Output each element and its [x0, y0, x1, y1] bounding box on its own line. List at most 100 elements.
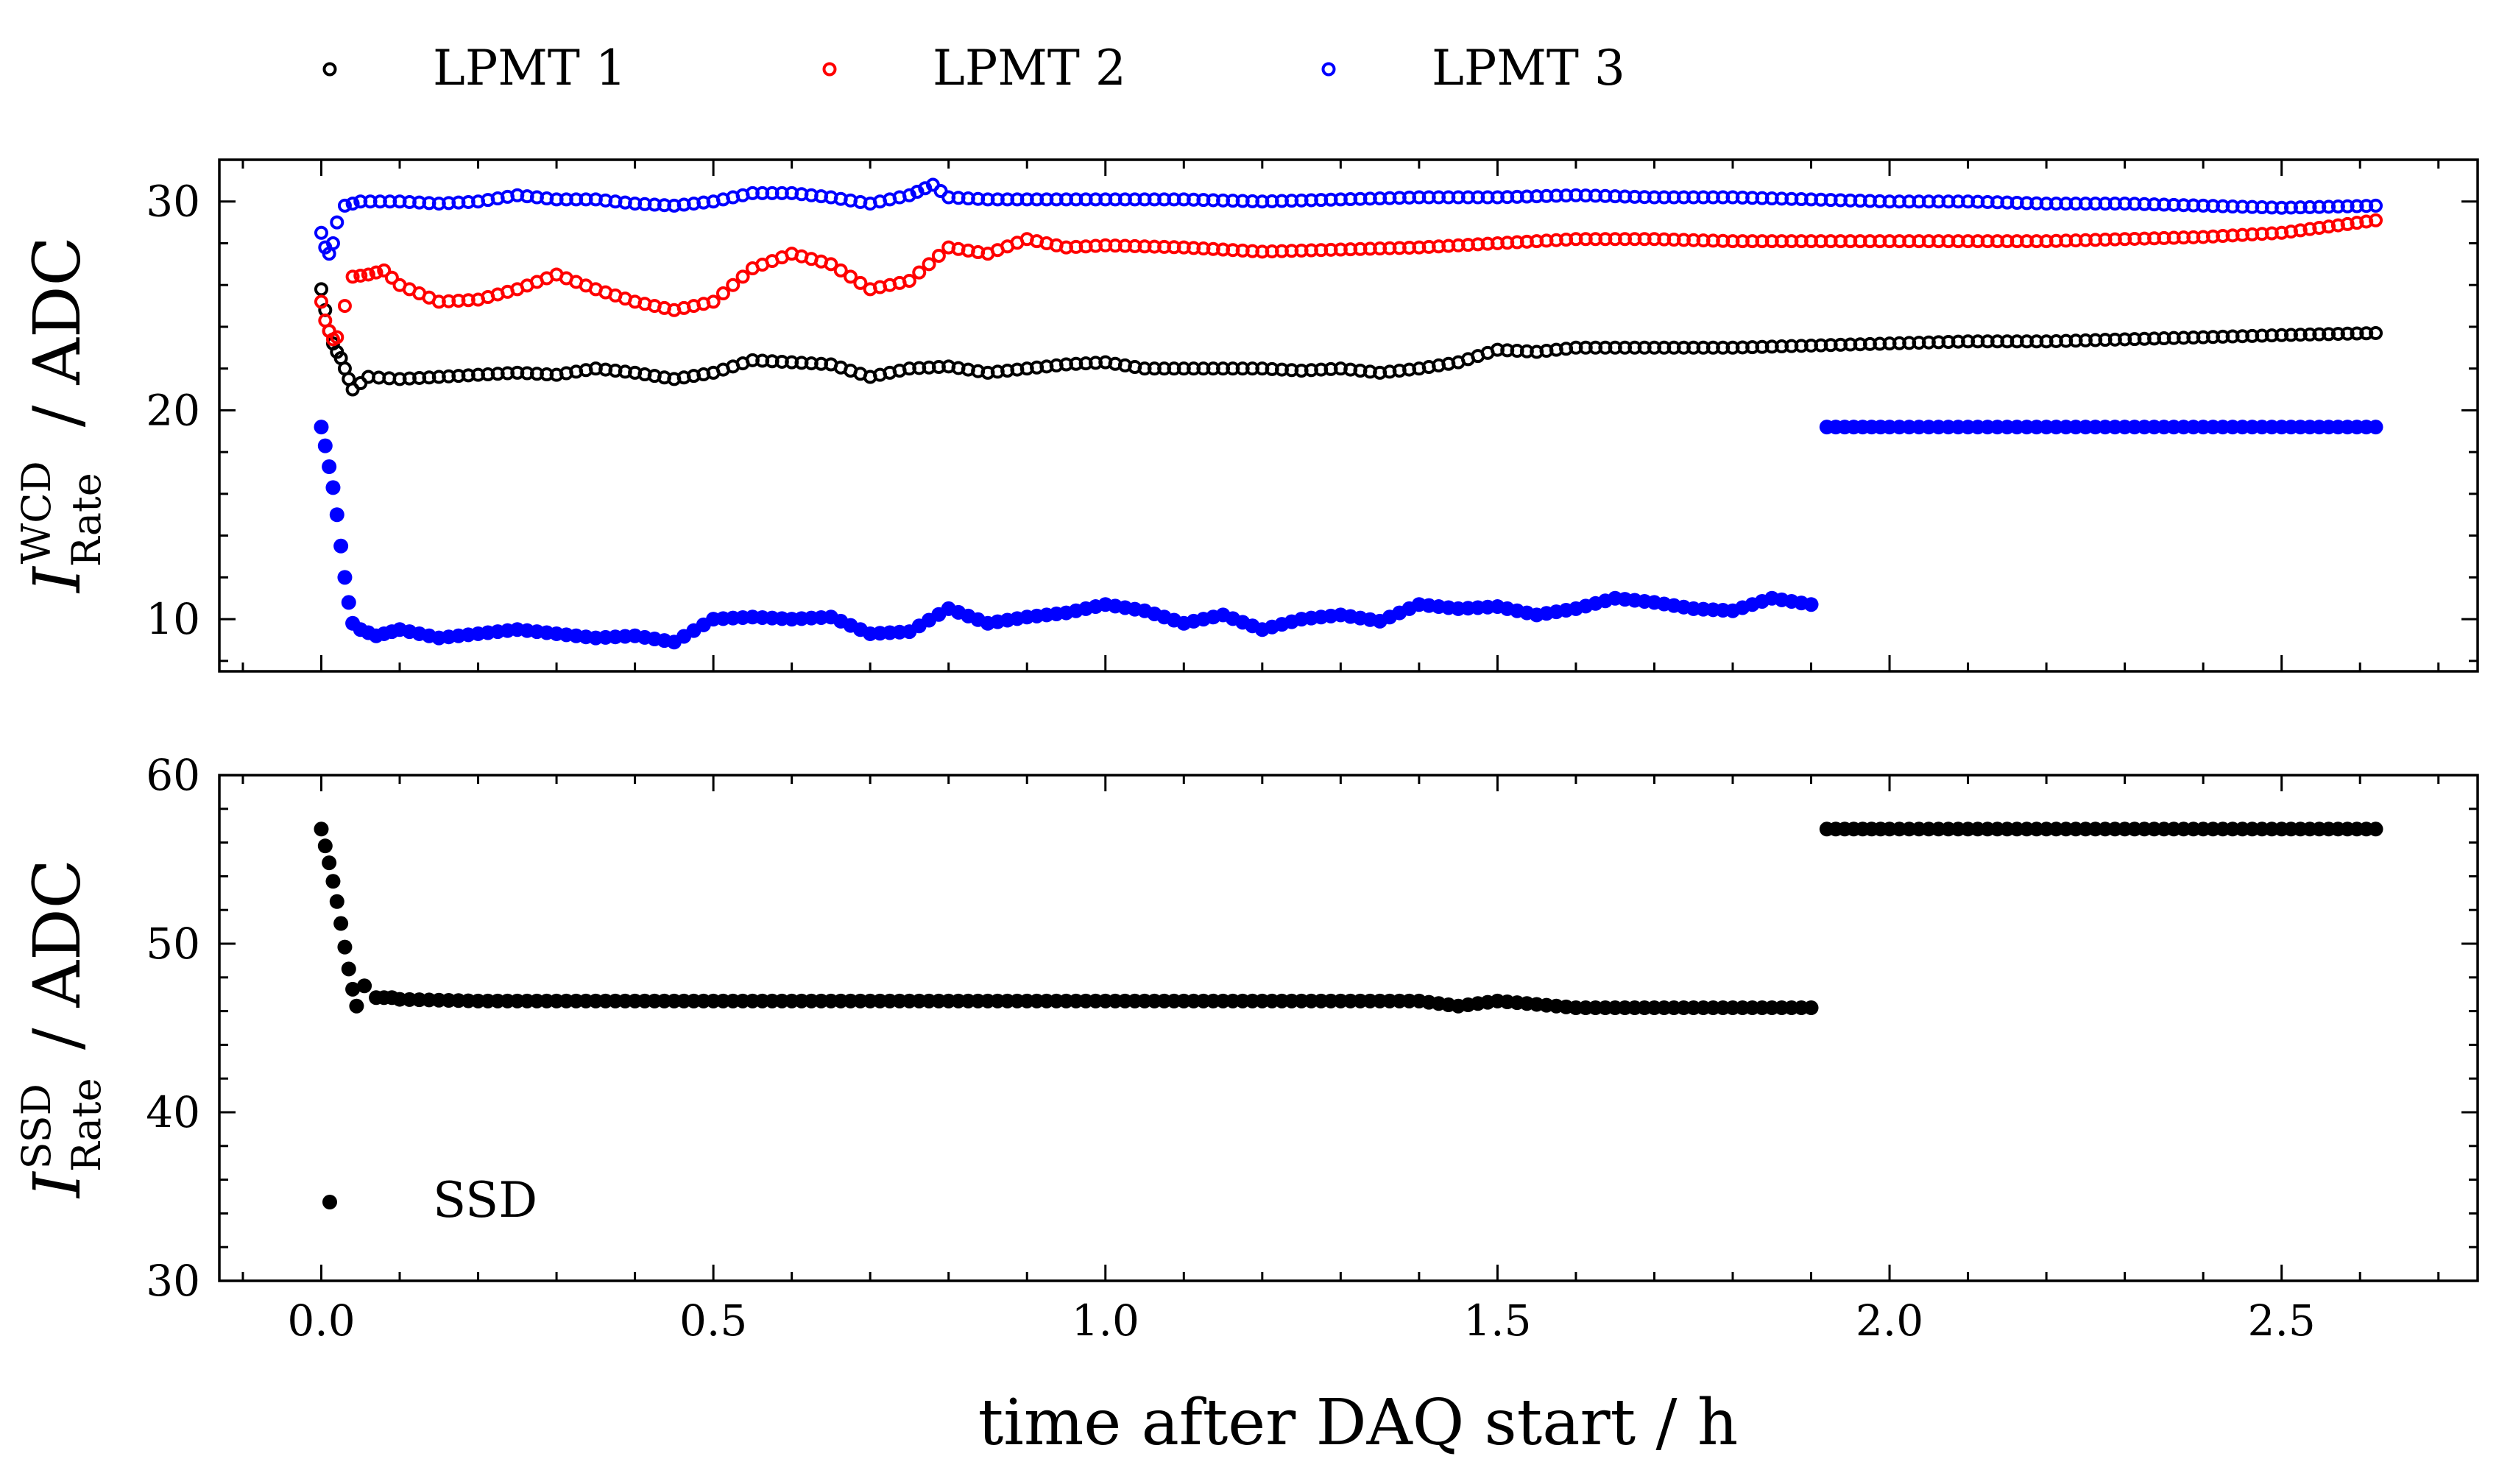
y-axis-label-sub: Rate [63, 473, 110, 567]
y-axis-label-sup: SSD [13, 1084, 60, 1169]
y-axis-label: IRateWCD / ADC [13, 236, 110, 594]
data-point [329, 507, 344, 523]
series-lpmt-1 [314, 282, 2383, 397]
data-point [345, 197, 360, 211]
y-tick-label: 60 [146, 750, 200, 800]
legend-marker [822, 62, 837, 77]
data-point [833, 263, 848, 278]
data-point [706, 294, 721, 309]
data-point [2283, 200, 2298, 215]
data-point [2350, 326, 2364, 341]
plot-frame [218, 158, 2479, 673]
data-point [715, 286, 730, 301]
y-axis-label-symbol: I [19, 1170, 95, 1199]
data-point [333, 916, 349, 931]
data-point [853, 275, 868, 290]
data-point [314, 225, 328, 240]
data-point [931, 248, 946, 263]
data-point [922, 257, 936, 272]
data-point [377, 263, 392, 278]
x-tick-label: 2.0 [1856, 1296, 1923, 1346]
data-point [317, 838, 333, 854]
data-point [824, 257, 838, 272]
data-point [2293, 200, 2308, 215]
x-tick-label: 1.5 [1463, 1296, 1531, 1346]
data-point [2369, 198, 2383, 213]
data-point [902, 274, 916, 289]
data-point [2322, 199, 2336, 214]
y-tick-label: 50 [146, 919, 200, 969]
data-point [2368, 420, 2383, 435]
data-point [2302, 327, 2317, 342]
legend-label: LPMT 2 [933, 40, 1126, 96]
data-point [345, 269, 360, 284]
data-point [337, 198, 352, 213]
data-point [2350, 199, 2364, 213]
data-point [2368, 822, 2383, 837]
data-point [2274, 200, 2289, 215]
y-tick-label: 40 [146, 1087, 200, 1137]
data-point [314, 282, 328, 297]
data-point [330, 330, 344, 344]
data-point [325, 480, 341, 495]
data-point [2293, 328, 2308, 342]
series-lpmt-3 [314, 177, 2383, 261]
data-point [2302, 199, 2317, 214]
legend-label: SSD [433, 1172, 537, 1229]
legend-top: LPMT 1 LPMT 2 LPMT 3 [322, 40, 1625, 96]
series-lpmt-2 [314, 213, 2383, 347]
data-point [322, 855, 337, 871]
data-point [341, 961, 356, 977]
data-point [2369, 213, 2383, 227]
data-point [325, 874, 341, 889]
data-point [2330, 199, 2345, 214]
data-point [325, 236, 340, 250]
data-point [912, 265, 927, 280]
legend-marker [322, 1195, 337, 1209]
data-point [330, 215, 344, 230]
data-point [349, 998, 364, 1014]
data-point [726, 278, 740, 292]
data-point [1803, 1000, 1819, 1016]
x-tick-label: 0.0 [287, 1296, 355, 1346]
data-point [1803, 597, 1819, 612]
data-point [361, 267, 375, 282]
data-point [357, 978, 372, 994]
data-point [337, 299, 352, 314]
x-axis-label: time after DAQ start / h [978, 1386, 1738, 1460]
x-tick-label: 0.5 [679, 1296, 747, 1346]
data-point [341, 595, 356, 610]
data-point [2359, 199, 2374, 213]
data-point [2312, 199, 2327, 214]
y-tick-label: 10 [146, 594, 200, 644]
y-tick-label: 30 [146, 177, 200, 227]
data-point [2274, 328, 2289, 342]
legend-marker [1321, 62, 1336, 77]
data-point [2322, 327, 2336, 342]
legend-label: LPMT 3 [1432, 40, 1625, 96]
series-unlabeled-3 [314, 420, 2383, 650]
data-point [329, 894, 344, 909]
data-point [314, 822, 329, 837]
data-point [314, 294, 328, 309]
data-point [2340, 199, 2355, 213]
data-point [2340, 326, 2355, 341]
data-point [337, 570, 353, 585]
series-ssd [314, 822, 2383, 1016]
x-tick-label: 1.0 [1072, 1296, 1139, 1346]
data-point [345, 981, 361, 997]
x-tick-label: 2.5 [2248, 1296, 2316, 1346]
data-point [353, 268, 368, 283]
plot-frame [218, 774, 2479, 1282]
data-point [2359, 326, 2374, 341]
y-tick-label: 30 [146, 1256, 200, 1306]
data-point [735, 269, 750, 284]
y-tick-label: 20 [146, 385, 200, 435]
data-point [322, 459, 337, 474]
data-point [2330, 327, 2345, 342]
y-axis-label-sub: Rate [63, 1078, 110, 1172]
data-point [2283, 328, 2298, 342]
legend-label: LPMT 1 [433, 40, 626, 96]
